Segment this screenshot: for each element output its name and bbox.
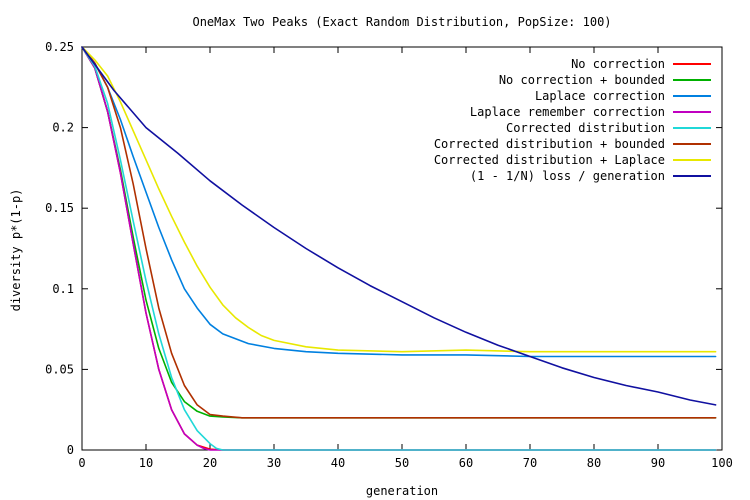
x-tick-label: 20 [203,456,217,470]
series-layer [81,46,717,451]
legend: No correction No correction + bounded Lapl… [434,57,711,183]
x-tick-label: 100 [711,456,733,470]
x-tick-label: 10 [139,456,153,470]
series-line-6 [81,46,717,419]
x-tick-label: 90 [651,456,665,470]
x-tick-label: 70 [523,456,537,470]
x-axis-label: generation [366,484,438,498]
series-line-7 [81,46,717,353]
legend-label: Laplace remember correction [470,105,665,119]
x-tick-label: 60 [459,456,473,470]
x-tick-label: 30 [267,456,281,470]
x-tick-label: 0 [78,456,85,470]
y-tick-label: 0 [67,443,74,457]
x-tick-label: 40 [331,456,345,470]
legend-label: (1 - 1/N) loss / generation [470,169,665,183]
series-line-4 [81,46,717,451]
x-tick-label: 80 [587,456,601,470]
y-tick-label: 0.05 [45,362,74,376]
chart-title: OneMax Two Peaks (Exact Random Distribut… [192,15,611,29]
legend-label: No correction + bounded [499,73,665,87]
y-axis-label: diversity p*(1-p) [9,189,23,312]
x-tick-label: 50 [395,456,409,470]
legend-label: Corrected distribution + bounded [434,137,665,151]
series-line-8 [81,46,717,406]
legend-label: Corrected distribution [506,121,665,135]
y-tick-label: 0.25 [45,40,74,54]
y-tick-label: 0.1 [52,282,74,296]
legend-label: Corrected distribution + Laplace [434,153,665,167]
series-line-3 [81,46,717,358]
y-tick-label: 0.15 [45,201,74,215]
axis-ticks: 0 10 20 30 40 50 60 70 80 90 100 0 0.05 0.1 0.15 0.2 0.2… [45,40,733,470]
y-tick-label: 0.2 [52,121,74,135]
legend-label: No correction [571,57,665,71]
series-line-5 [81,46,717,451]
legend-label: Laplace correction [535,89,665,103]
